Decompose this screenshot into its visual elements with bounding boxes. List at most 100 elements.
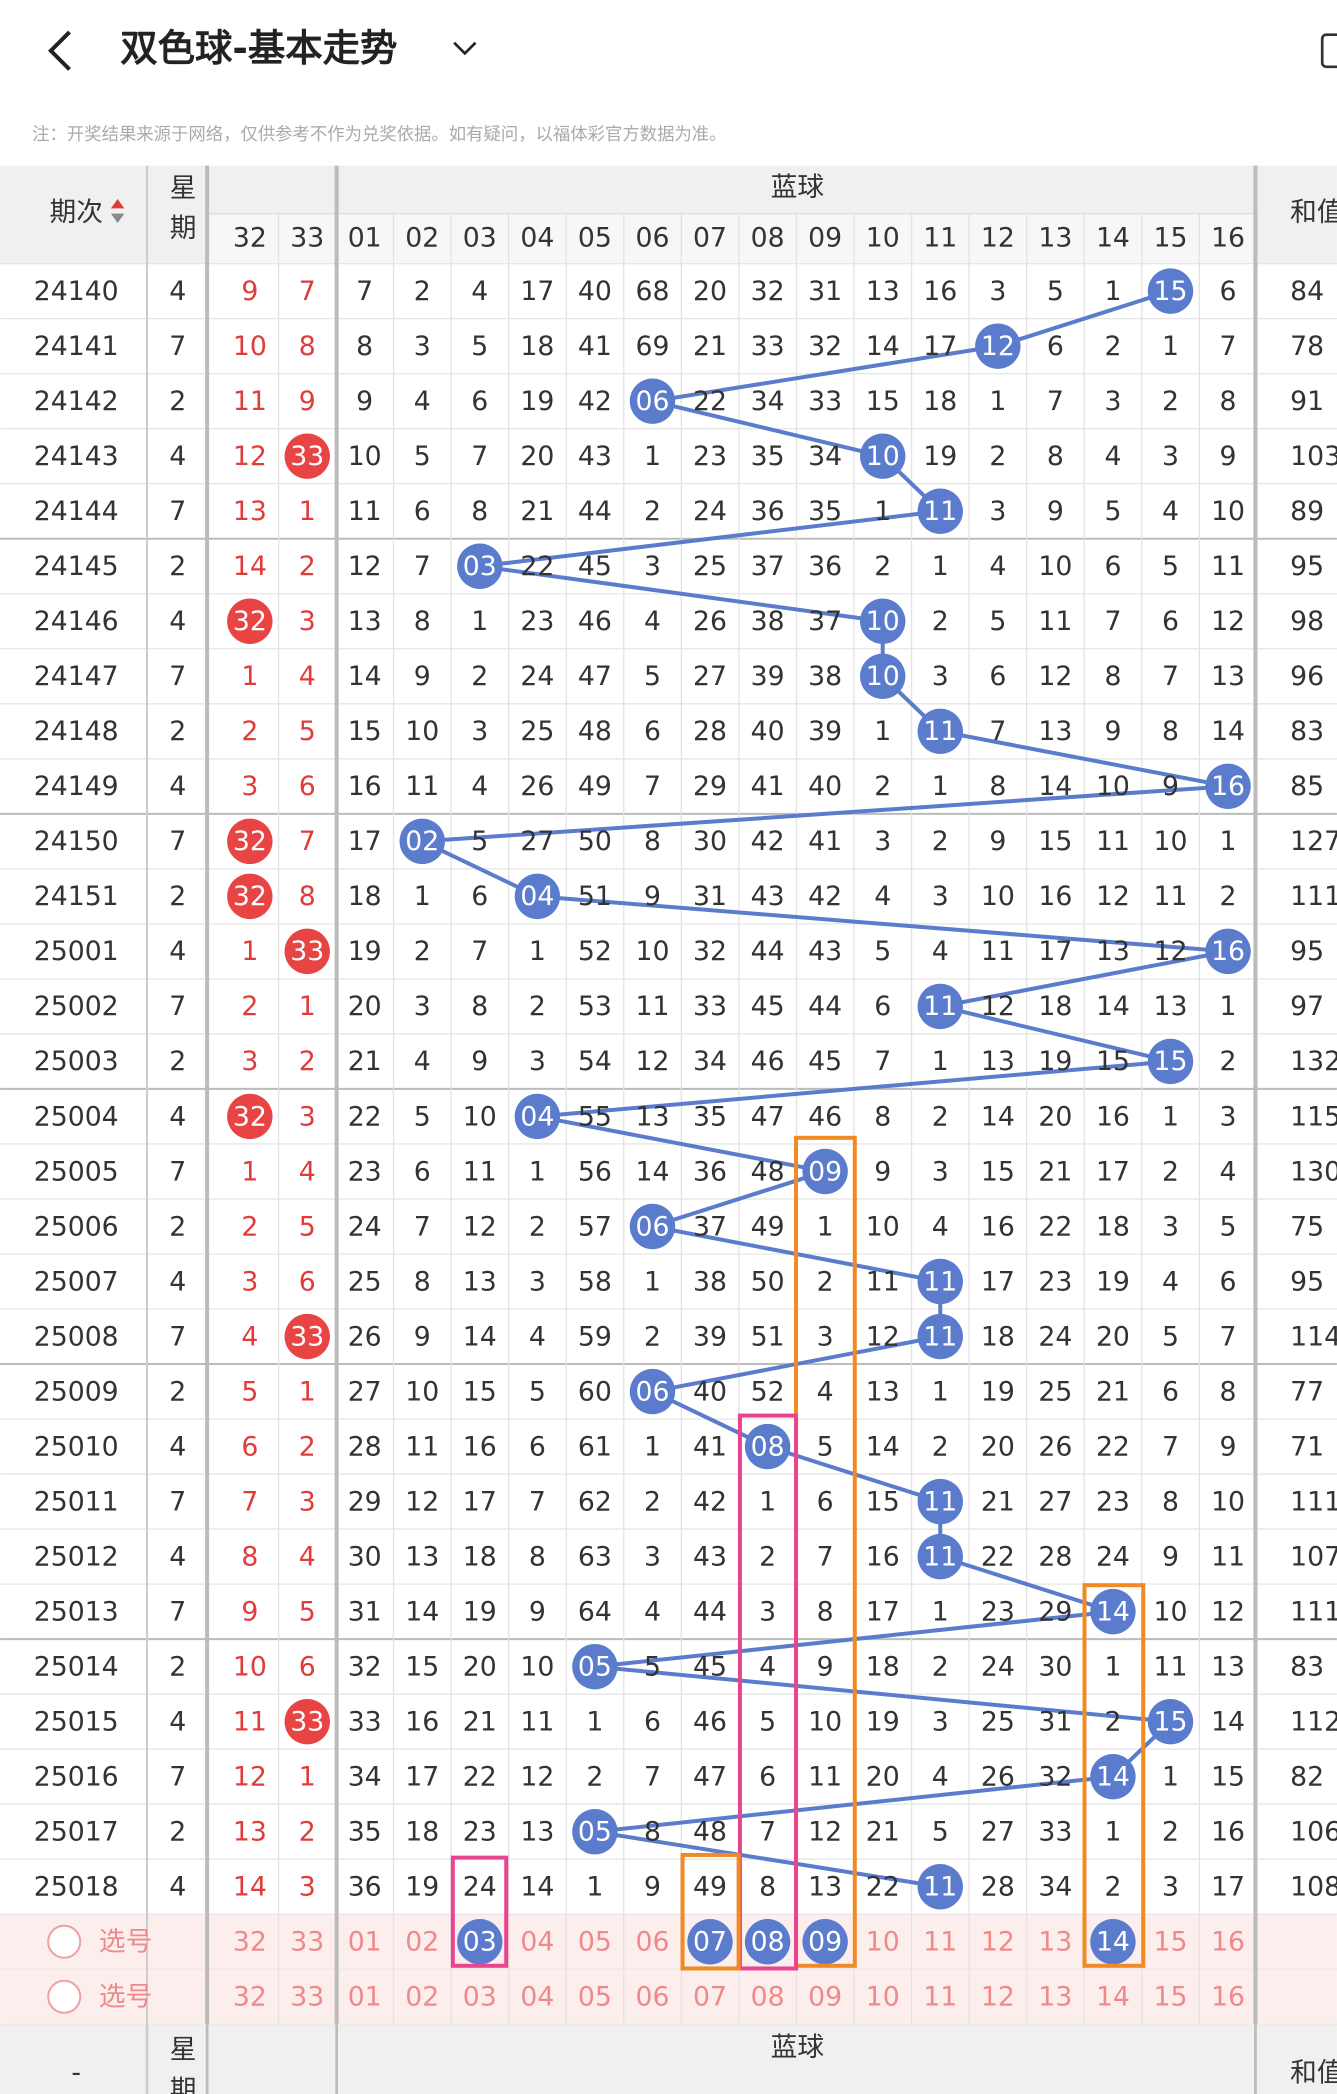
- period: 24143: [34, 441, 119, 472]
- header-blue-col: 05: [578, 223, 612, 254]
- blue-cell: 1: [1162, 1101, 1179, 1132]
- select-blue: 14: [1096, 1927, 1130, 1958]
- blue-cell: 12: [520, 1762, 554, 1793]
- blue-cell: 11: [520, 1707, 554, 1738]
- blue-cell: 42: [578, 386, 612, 417]
- blue-cell: 16: [405, 1707, 439, 1738]
- blue-cell: 32: [808, 331, 842, 362]
- blue-cell: 4: [817, 1376, 834, 1407]
- trend-line: [414, 289, 1229, 1889]
- sum: 98: [1290, 606, 1324, 637]
- red-cell: 3: [299, 1872, 316, 1903]
- blue-cell: 2: [989, 441, 1006, 472]
- blue-cell: 20: [693, 276, 727, 307]
- blue-cell: 13: [1154, 991, 1188, 1022]
- blue-cell: 44: [578, 496, 612, 527]
- blue-cell: 1: [529, 1156, 546, 1187]
- blue-cell: 18: [405, 1817, 439, 1848]
- weekday: 7: [169, 496, 186, 527]
- blue-cell-ball: [917, 1258, 963, 1305]
- blue-cell: 21: [348, 1046, 382, 1077]
- blue-cell: 1: [644, 1266, 661, 1297]
- blue-cell: 36: [348, 1872, 382, 1903]
- select-blue: 01: [348, 1982, 382, 2013]
- blue-cell: 3: [874, 826, 891, 857]
- red-cell: 9: [241, 1596, 258, 1627]
- blue-cell: 11: [405, 1431, 439, 1462]
- red-cell: 3: [241, 771, 258, 802]
- blue-cell: 47: [751, 1101, 785, 1132]
- blue-cell: 10: [463, 1101, 497, 1132]
- select-blue: 15: [1154, 1982, 1188, 2013]
- select-blue: 12: [981, 1982, 1015, 2013]
- blue-cell: 6: [529, 1431, 546, 1462]
- red-cell: 6: [299, 771, 316, 802]
- blue-cell-ball: [744, 1423, 791, 1470]
- blue-cell: 15: [981, 1156, 1015, 1187]
- menu-icon[interactable]: [1320, 33, 1337, 69]
- blue-cell: 1: [989, 386, 1006, 417]
- blue-cell: 15: [1038, 826, 1072, 857]
- weekday: 2: [169, 881, 186, 912]
- blue-cell: 8: [1047, 441, 1064, 472]
- red-cell: 1: [299, 496, 316, 527]
- blue-cell: 25: [520, 716, 554, 747]
- blue-cell: 7: [471, 936, 488, 967]
- blue-cell: 1: [932, 1046, 949, 1077]
- blue-cell: 6: [817, 1486, 834, 1517]
- title-dropdown[interactable]: [453, 41, 477, 56]
- blue-cell: 10: [866, 441, 900, 472]
- blue-cell: 13: [520, 1817, 554, 1848]
- blue-cell: 6: [471, 386, 488, 417]
- blue-cell: 1: [759, 1486, 776, 1517]
- page-title[interactable]: 双色球-基本走势: [120, 26, 397, 70]
- select-radio[interactable]: [47, 1924, 82, 1959]
- blue-cell: 28: [693, 716, 727, 747]
- sum: 78: [1290, 331, 1324, 362]
- red-cell: 5: [299, 1211, 316, 1242]
- blue-cell: 13: [866, 1376, 900, 1407]
- blue-cell: 23: [1038, 1266, 1072, 1297]
- select-radio[interactable]: [47, 1979, 82, 2014]
- sum: 111: [1290, 1486, 1337, 1517]
- blue-cell: 7: [356, 276, 373, 307]
- blue-cell: 41: [578, 331, 612, 362]
- back-button[interactable]: [48, 30, 71, 71]
- blue-cell: 10: [1154, 1596, 1188, 1627]
- blue-cell: 9: [1220, 1431, 1237, 1462]
- blue-cell: 33: [348, 1707, 382, 1738]
- blue-cell-ball: [457, 543, 503, 589]
- red-cell-ball: [284, 1698, 330, 1745]
- blue-cell: 5: [471, 826, 488, 857]
- blue-cell: 16: [1211, 771, 1245, 802]
- blue-cell-ball: [572, 1643, 618, 1690]
- blue-cell: 8: [1104, 661, 1121, 692]
- blue-cell: 55: [578, 1101, 612, 1132]
- blue-cell-ball: [802, 1148, 848, 1195]
- select-blue: 02: [405, 1927, 439, 1958]
- red-cell: 3: [241, 1266, 258, 1297]
- blue-cell: 5: [1047, 276, 1064, 307]
- blue-cell-ball: [917, 1478, 963, 1525]
- blue-cell: 19: [405, 1872, 439, 1903]
- blue-cell: 5: [644, 661, 661, 692]
- blue-cell: 8: [1162, 1486, 1179, 1517]
- blue-cell: 08: [751, 1431, 785, 1462]
- blue-cell: 3: [529, 1046, 546, 1077]
- blue-cell: 28: [1038, 1541, 1072, 1572]
- blue-cell: 13: [981, 1046, 1015, 1077]
- blue-cell: 27: [348, 1376, 382, 1407]
- period: 24145: [34, 551, 119, 582]
- blue-cell: 30: [348, 1541, 382, 1572]
- blue-cell: 46: [751, 1046, 785, 1077]
- red-cell-ball: [284, 1313, 330, 1360]
- period: 25002: [34, 991, 119, 1022]
- blue-cell: 6: [874, 991, 891, 1022]
- blue-cell: 2: [644, 496, 661, 527]
- blue-cell: 14: [866, 1431, 900, 1462]
- period: 25014: [34, 1651, 119, 1682]
- blue-cell: 19: [520, 386, 554, 417]
- blue-cell: 6: [1162, 606, 1179, 637]
- blue-cell-ball: [572, 1809, 618, 1855]
